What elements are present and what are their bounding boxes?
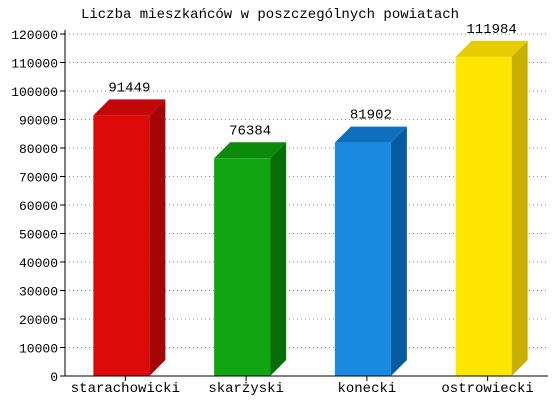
- x-tick-label: ostrowiecki: [441, 381, 533, 397]
- data-label: 76384: [229, 123, 271, 139]
- bar-konecki: [334, 126, 407, 376]
- bar-side: [511, 40, 528, 376]
- y-tick-label: 60000: [19, 199, 58, 214]
- y-tick-label: 70000: [19, 171, 58, 186]
- y-tick-label: 40000: [19, 256, 58, 271]
- labels: 0 10000 20000 30000 40000 50000 60000 70000 8000…: [11, 22, 534, 397]
- bar-top: [214, 142, 287, 159]
- axes: [60, 30, 548, 381]
- bar-side: [270, 142, 287, 376]
- chart-title: Liczba mieszkańców w poszczególnych powi…: [81, 7, 459, 23]
- y-tick-label: 80000: [19, 142, 58, 157]
- bar-top: [93, 99, 166, 116]
- x-tick-label: skarżyski: [208, 381, 284, 397]
- data-label: 81902: [350, 108, 392, 124]
- bar-ostrowiecki: [455, 40, 528, 376]
- bar-top: [455, 40, 528, 57]
- bars: [93, 40, 528, 376]
- bar-skarżyski: [214, 142, 287, 376]
- bar-starachowicki: [93, 99, 166, 376]
- x-tick-label: starachowicki: [71, 381, 180, 397]
- y-tick-label: 10000: [19, 342, 58, 357]
- y-tick-label: 30000: [19, 285, 58, 300]
- y-tick-label: 120000: [11, 28, 58, 43]
- y-tick-label: 110000: [11, 57, 58, 72]
- bar-front: [93, 115, 150, 376]
- x-tick-label: konecki: [337, 381, 396, 397]
- bar-top: [334, 126, 407, 143]
- bar-front: [334, 142, 391, 376]
- y-tick-label: 50000: [19, 228, 58, 243]
- bar-front: [455, 56, 512, 376]
- bar-front: [214, 158, 271, 376]
- y-tick-label: 100000: [11, 85, 58, 100]
- y-tick-label: 90000: [19, 114, 58, 129]
- bar-side: [390, 126, 407, 376]
- data-label: 111984: [466, 22, 516, 38]
- data-label: 91449: [108, 80, 150, 96]
- bar-side: [149, 99, 166, 376]
- y-tick-label: 0: [50, 370, 58, 385]
- y-tick-label: 20000: [19, 313, 58, 328]
